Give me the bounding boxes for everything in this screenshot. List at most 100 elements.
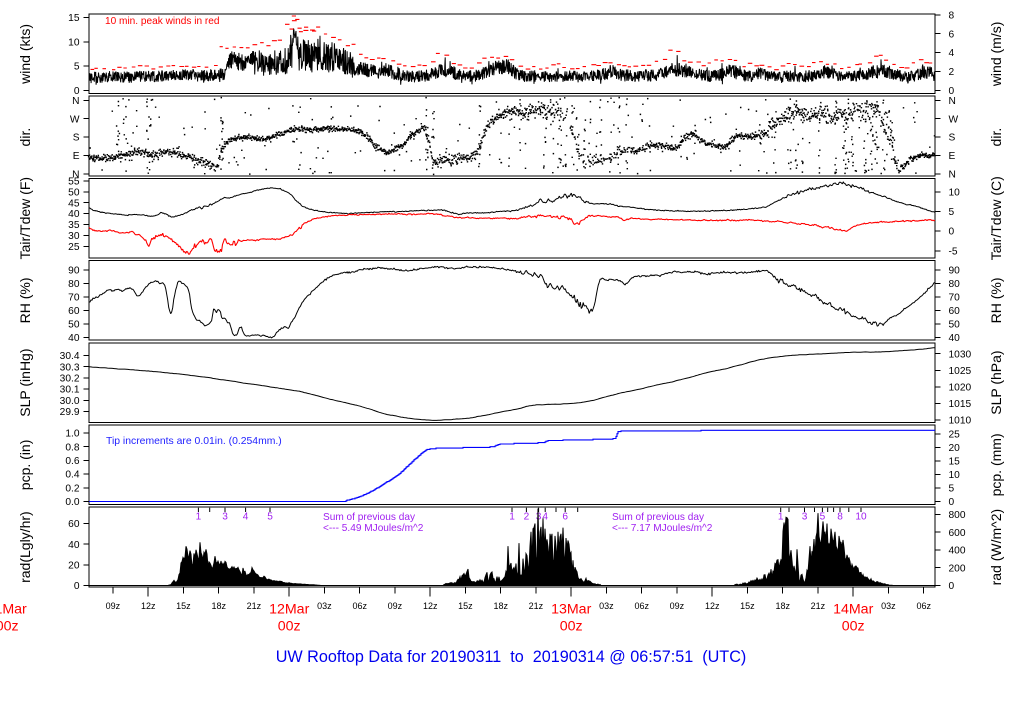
svg-text:10: 10 xyxy=(949,187,961,198)
svg-text:00z: 00z xyxy=(0,618,19,634)
svg-text:E: E xyxy=(73,151,80,162)
svg-text:S: S xyxy=(73,133,80,144)
svg-text:pcp. (in): pcp. (in) xyxy=(17,440,33,491)
svg-text:SLP (inHg): SLP (inHg) xyxy=(17,348,33,416)
svg-text:03z: 03z xyxy=(881,601,896,611)
svg-text:E: E xyxy=(949,151,956,162)
svg-text:2: 2 xyxy=(524,512,530,523)
svg-text:35: 35 xyxy=(68,220,80,231)
svg-text:60: 60 xyxy=(68,519,80,530)
svg-text:25: 25 xyxy=(949,430,961,441)
svg-text:Tair/Tdew (F): Tair/Tdew (F) xyxy=(17,177,33,259)
svg-text:29.9: 29.9 xyxy=(60,407,80,418)
svg-text:80: 80 xyxy=(68,279,80,290)
svg-text:1.0: 1.0 xyxy=(65,429,79,440)
svg-text:18z: 18z xyxy=(775,601,790,611)
svg-text:06z: 06z xyxy=(634,601,649,611)
svg-text:13Mar: 13Mar xyxy=(551,602,591,618)
svg-text:0: 0 xyxy=(949,227,955,238)
svg-text:10: 10 xyxy=(855,512,867,523)
svg-text:90: 90 xyxy=(949,266,961,277)
svg-text:8: 8 xyxy=(837,512,843,523)
svg-text:6: 6 xyxy=(949,29,955,40)
svg-text:60: 60 xyxy=(949,306,961,317)
svg-text:30.2: 30.2 xyxy=(60,374,80,385)
svg-text:4: 4 xyxy=(542,512,548,523)
svg-text:21z: 21z xyxy=(247,601,262,611)
svg-text:09z: 09z xyxy=(670,601,685,611)
svg-text:2: 2 xyxy=(949,67,955,78)
svg-text:0: 0 xyxy=(949,497,955,508)
svg-text:1025: 1025 xyxy=(949,366,972,377)
svg-text:30.3: 30.3 xyxy=(60,362,80,373)
svg-text:Tair/Tdew (C): Tair/Tdew (C) xyxy=(988,176,1004,260)
svg-text:wind (kts): wind (kts) xyxy=(17,24,33,85)
svg-text:40: 40 xyxy=(68,209,80,220)
svg-text:Sum of previous day: Sum of previous day xyxy=(323,512,416,523)
svg-text:40: 40 xyxy=(68,333,80,344)
svg-text:50: 50 xyxy=(68,187,80,198)
svg-text:200: 200 xyxy=(949,563,966,574)
svg-text:0: 0 xyxy=(949,86,955,97)
svg-text:pcp. (mm): pcp. (mm) xyxy=(988,433,1004,496)
svg-text:0.4: 0.4 xyxy=(65,470,79,481)
svg-text:09z: 09z xyxy=(388,601,403,611)
svg-text:5: 5 xyxy=(267,512,273,523)
svg-text:wind (m/s): wind (m/s) xyxy=(988,22,1004,88)
svg-text:30.1: 30.1 xyxy=(60,385,80,396)
svg-text:15: 15 xyxy=(949,457,961,468)
svg-text:80: 80 xyxy=(949,279,961,290)
svg-text:15z: 15z xyxy=(740,601,755,611)
svg-text:90: 90 xyxy=(68,266,80,277)
svg-text:N: N xyxy=(949,169,956,180)
svg-text:09z: 09z xyxy=(106,601,121,611)
svg-text:06z: 06z xyxy=(352,601,367,611)
svg-text:30.4: 30.4 xyxy=(60,351,80,362)
svg-text:20: 20 xyxy=(68,560,80,571)
svg-text:5: 5 xyxy=(949,484,955,495)
svg-text:20: 20 xyxy=(949,443,961,454)
svg-text:0: 0 xyxy=(74,86,80,97)
svg-text:N: N xyxy=(949,96,956,107)
svg-text:5: 5 xyxy=(820,512,826,523)
svg-text:0: 0 xyxy=(74,581,80,592)
svg-text:W: W xyxy=(70,114,80,125)
svg-text:1: 1 xyxy=(509,512,515,523)
svg-text:0: 0 xyxy=(949,581,955,592)
svg-text:600: 600 xyxy=(949,528,966,539)
svg-text:15: 15 xyxy=(68,13,80,24)
svg-text:1010: 1010 xyxy=(949,416,972,427)
svg-text:12z: 12z xyxy=(705,601,720,611)
svg-text:18z: 18z xyxy=(493,601,508,611)
svg-text:dir.: dir. xyxy=(17,128,33,147)
svg-text:<--- 5.49 MJoules/m^2: <--- 5.49 MJoules/m^2 xyxy=(323,523,424,534)
svg-text:50: 50 xyxy=(68,320,80,331)
svg-text:06z: 06z xyxy=(916,601,931,611)
svg-text:03z: 03z xyxy=(317,601,332,611)
svg-text:5: 5 xyxy=(74,62,80,73)
svg-text:-5: -5 xyxy=(949,246,958,257)
svg-text:00z: 00z xyxy=(560,618,583,634)
svg-text:400: 400 xyxy=(949,546,966,557)
svg-text:UW Rooftop Data for 20190311: UW Rooftop Data for 20190311 to 20190314… xyxy=(276,648,747,666)
svg-text:1015: 1015 xyxy=(949,399,972,410)
svg-text:10: 10 xyxy=(68,37,80,48)
svg-text:3: 3 xyxy=(536,512,542,523)
svg-text:21z: 21z xyxy=(811,601,826,611)
svg-text:800: 800 xyxy=(949,510,966,521)
svg-text:70: 70 xyxy=(68,293,80,304)
svg-text:03z: 03z xyxy=(599,601,614,611)
svg-text:55: 55 xyxy=(68,177,80,188)
svg-text:Sum of previous day: Sum of previous day xyxy=(612,512,705,523)
svg-text:21z: 21z xyxy=(529,601,544,611)
svg-text:dir.: dir. xyxy=(988,128,1004,147)
svg-text:0.0: 0.0 xyxy=(65,497,79,508)
svg-text:60: 60 xyxy=(68,306,80,317)
svg-text:40: 40 xyxy=(68,540,80,551)
svg-text:0.2: 0.2 xyxy=(65,483,79,494)
svg-text:4: 4 xyxy=(243,512,249,523)
svg-text:4: 4 xyxy=(949,48,955,59)
svg-text:1030: 1030 xyxy=(949,349,972,360)
svg-text:11Mar: 11Mar xyxy=(0,602,27,618)
svg-text:0.8: 0.8 xyxy=(65,442,79,453)
